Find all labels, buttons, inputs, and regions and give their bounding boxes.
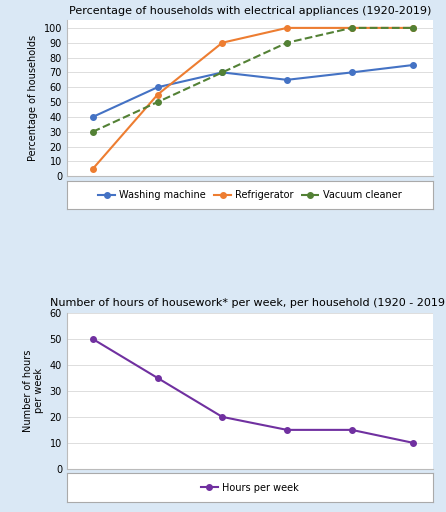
Title: Number of hours of housework* per week, per household (1920 - 2019): Number of hours of housework* per week, … <box>50 298 446 308</box>
Hours per week <box>284 427 289 433</box>
Vacuum cleaner <box>349 25 355 31</box>
Line: Refrigerator: Refrigerator <box>90 25 416 172</box>
Refrigerator <box>410 25 416 31</box>
Hours per week <box>410 440 416 446</box>
Refrigerator <box>155 92 160 98</box>
Vacuum cleaner <box>410 25 416 31</box>
Y-axis label: Number of hours
per week: Number of hours per week <box>22 350 44 432</box>
Refrigerator <box>284 25 289 31</box>
Washing machine <box>284 77 289 83</box>
Washing machine <box>410 62 416 68</box>
Title: Percentage of households with electrical appliances (1920-2019): Percentage of households with electrical… <box>69 6 431 15</box>
Washing machine <box>219 69 225 75</box>
Hours per week <box>90 336 95 342</box>
Vacuum cleaner <box>219 69 225 75</box>
Y-axis label: Percentage of households: Percentage of households <box>28 35 38 161</box>
Vacuum cleaner <box>155 99 160 105</box>
Refrigerator <box>219 39 225 46</box>
Line: Washing machine: Washing machine <box>90 62 416 120</box>
Hours per week <box>155 375 160 381</box>
Hours per week <box>349 427 355 433</box>
Refrigerator <box>90 166 95 172</box>
Legend: Hours per week: Hours per week <box>197 479 303 497</box>
X-axis label: Year: Year <box>239 197 261 207</box>
X-axis label: Year: Year <box>239 489 261 499</box>
Vacuum cleaner <box>90 129 95 135</box>
Line: Hours per week: Hours per week <box>90 336 416 445</box>
Washing machine <box>90 114 95 120</box>
Legend: Washing machine, Refrigerator, Vacuum cleaner: Washing machine, Refrigerator, Vacuum cl… <box>94 186 405 204</box>
Line: Vacuum cleaner: Vacuum cleaner <box>90 25 416 135</box>
Washing machine <box>349 69 355 75</box>
Washing machine <box>155 84 160 90</box>
Hours per week <box>219 414 225 420</box>
Vacuum cleaner <box>284 39 289 46</box>
Refrigerator <box>349 25 355 31</box>
